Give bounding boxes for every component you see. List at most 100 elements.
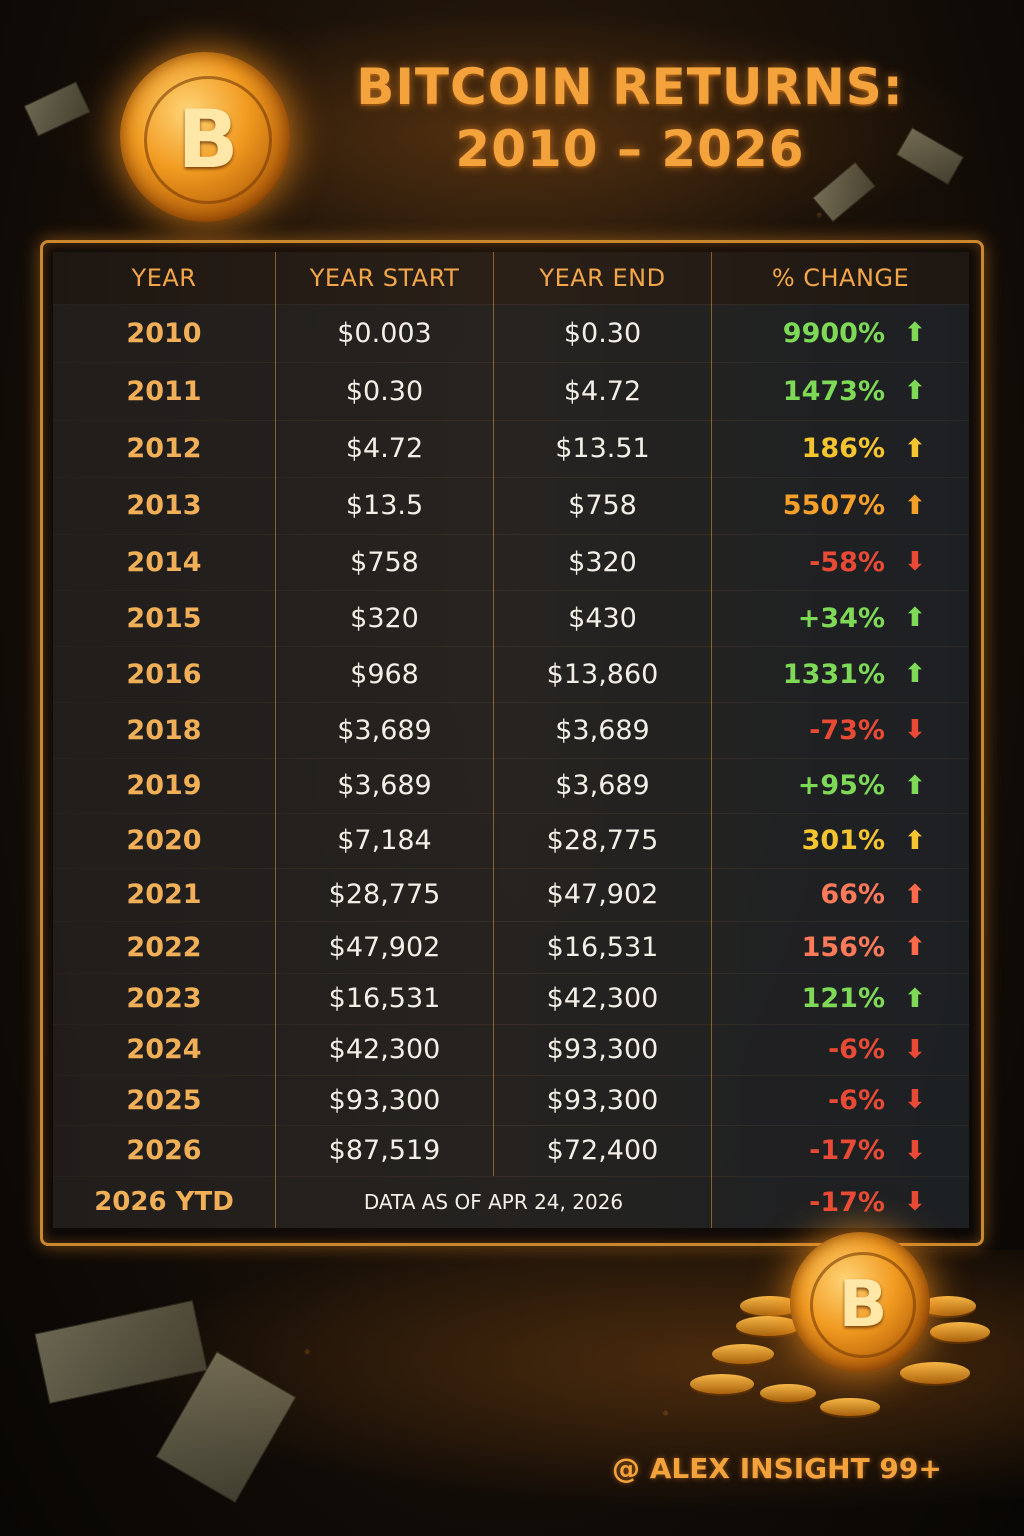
year-cell: 2022: [126, 931, 202, 963]
coin-stack-icon: [760, 1384, 816, 1402]
year-start-cell: $3,689: [275, 702, 493, 758]
coin-stack-icon: [820, 1398, 880, 1416]
change-value: 9900%: [782, 317, 885, 349]
year-cell: 2023: [126, 983, 202, 1014]
table-row: 2019 $3,689 $3,689 +95% ⬆: [53, 758, 969, 814]
table-row: 2024 $42,300 $93,300 -6% ⬇: [53, 1024, 969, 1076]
coin-stack-icon: [690, 1374, 754, 1394]
arrow-up-icon: ⬆: [904, 376, 926, 406]
year-cell: 2013: [126, 490, 202, 521]
year-start-cell: $0.003: [275, 304, 493, 362]
change-value: 5507%: [782, 490, 885, 521]
year-end-cell: $28,775: [493, 813, 711, 868]
year-end-cell: $3,689: [493, 758, 711, 813]
change-value: +95%: [797, 770, 885, 801]
bitcoin-symbol: B: [809, 1251, 917, 1359]
change-cell: -6% ⬇: [711, 1075, 969, 1125]
change-cell: 5507% ⬆: [711, 477, 969, 534]
column-header-change: % CHANGE: [711, 252, 969, 304]
year-end-cell: $0.30: [493, 304, 711, 362]
year-end-cell: $72,400: [493, 1125, 711, 1176]
year-cell: 2026: [126, 1135, 202, 1166]
arrow-down-icon: ⬇: [904, 547, 926, 577]
coin-stack-icon: [736, 1316, 800, 1336]
arrow-down-icon: ⬇: [904, 1085, 926, 1115]
table-row: 2013 $13.5 $758 5507% ⬆: [53, 477, 969, 535]
year-cell: 2021: [126, 879, 202, 910]
change-cell: -6% ⬇: [711, 1024, 969, 1075]
table-row: 2016 $968 $13,860 1331% ⬆: [53, 646, 969, 703]
change-cell: +95% ⬆: [711, 758, 969, 813]
year-start-cell: $758: [275, 534, 493, 590]
coin-stack-icon: [920, 1296, 976, 1316]
change-value: 186%: [801, 433, 885, 464]
change-value: -17%: [809, 1186, 885, 1218]
column-header-year-start: YEAR START: [275, 252, 493, 304]
year-end-cell: $320: [493, 534, 711, 590]
table-row: 2021 $28,775 $47,902 66% ⬆: [53, 868, 969, 922]
year-end-cell: $430: [493, 590, 711, 646]
year-start-cell: $7,184: [275, 813, 493, 868]
bitcoin-coin-icon: B: [790, 1232, 930, 1372]
change-value: 156%: [801, 931, 885, 963]
ytd-row: 2026 YTD DATA AS OF APR 24, 2026 -17% ⬇: [53, 1176, 969, 1228]
year-start-cell: $4.72: [275, 420, 493, 477]
year-start-cell: $28,775: [275, 868, 493, 921]
change-cell: 156% ⬆: [711, 921, 969, 973]
change-cell: -73% ⬇: [711, 702, 969, 758]
table-row: 2023 $16,531 $42,300 121% ⬆: [53, 973, 969, 1025]
year-start-cell: $13.5: [275, 477, 493, 534]
change-cell: 301% ⬆: [711, 813, 969, 868]
arrow-down-icon: ⬇: [904, 1034, 926, 1065]
change-value: +34%: [797, 602, 885, 634]
bitcoin-symbol: B: [143, 75, 273, 205]
arrow-up-icon: ⬆: [904, 490, 926, 521]
ytd-year-cell: 2026 YTD: [94, 1187, 234, 1217]
change-value: -73%: [809, 714, 885, 746]
table-row: 2014 $758 $320 -58% ⬇: [53, 534, 969, 591]
year-cell: 2020: [126, 825, 202, 856]
change-cell: 66% ⬆: [711, 868, 969, 921]
change-value: -17%: [809, 1135, 885, 1166]
year-end-cell: $3,689: [493, 702, 711, 758]
year-cell: 2018: [126, 714, 202, 746]
arrow-down-icon: ⬇: [904, 1187, 926, 1217]
arrow-up-icon: ⬆: [904, 879, 926, 910]
page-subtitle: 2010 – 2026: [455, 120, 805, 178]
change-value: 301%: [801, 825, 885, 856]
change-cell: -17% ⬇: [711, 1125, 969, 1176]
table-row: 2011 $0.30 $4.72 1473% ⬆: [53, 362, 969, 421]
change-cell: +34% ⬆: [711, 590, 969, 646]
footer-handle: @ ALEX INSIGHT 99+: [612, 1452, 942, 1485]
change-cell: 121% ⬆: [711, 973, 969, 1024]
year-cell: 2024: [126, 1034, 202, 1065]
table-row: 2025 $93,300 $93,300 -6% ⬇: [53, 1075, 969, 1126]
coin-stack-icon: [900, 1362, 970, 1384]
year-end-cell: $93,300: [493, 1024, 711, 1075]
table-row: 2015 $320 $430 +34% ⬆: [53, 590, 969, 647]
year-end-cell: $16,531: [493, 921, 711, 973]
year-end-cell: $47,902: [493, 868, 711, 921]
year-start-cell: $968: [275, 646, 493, 702]
change-value: 1473%: [782, 375, 885, 407]
coin-stack-icon: [712, 1344, 774, 1364]
year-start-cell: $0.30: [275, 362, 493, 420]
year-start-cell: $320: [275, 590, 493, 646]
year-end-cell: $4.72: [493, 362, 711, 420]
column-header-year: YEAR: [131, 264, 197, 292]
arrow-down-icon: ⬇: [904, 1135, 926, 1166]
year-cell: 2012: [126, 433, 202, 464]
change-value: -58%: [809, 546, 885, 578]
year-cell: 2011: [126, 375, 202, 407]
change-value: 121%: [801, 983, 885, 1014]
table-row: 2020 $7,184 $28,775 301% ⬆: [53, 813, 969, 869]
year-cell: 2016: [126, 658, 202, 690]
ytd-change-cell: -17% ⬇: [711, 1176, 969, 1228]
year-start-cell: $93,300: [275, 1075, 493, 1125]
arrow-up-icon: ⬆: [904, 770, 926, 801]
change-cell: 186% ⬆: [711, 420, 969, 477]
year-start-cell: $42,300: [275, 1024, 493, 1075]
page-title: BITCOIN RETURNS:: [356, 58, 904, 116]
year-cell: 2015: [126, 602, 202, 634]
year-cell: 2019: [126, 770, 202, 801]
